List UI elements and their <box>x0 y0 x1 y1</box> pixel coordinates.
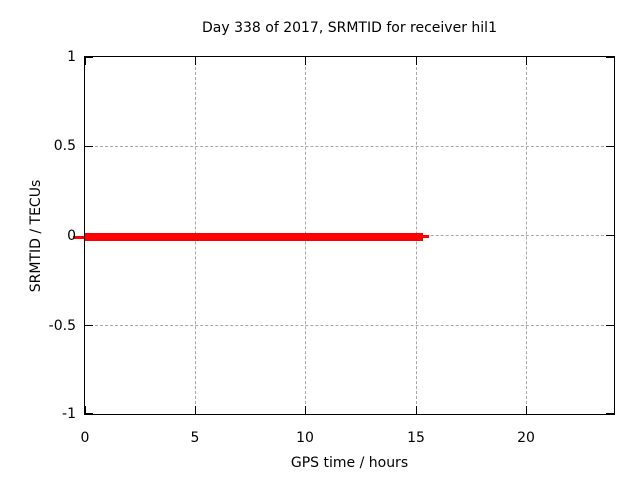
gridline-y-m0p5 <box>85 325 614 326</box>
x-tick-label: 20 <box>517 430 535 446</box>
tick-right-1 <box>606 57 614 58</box>
series-line-srmtid <box>85 233 423 241</box>
series-line-srmtid-tip <box>423 235 429 238</box>
tick-bottom-15 <box>416 406 417 414</box>
tick-top-0 <box>85 57 86 65</box>
tick-bottom-10 <box>305 406 306 414</box>
y-tick-label: -0.5 <box>48 318 76 334</box>
tick-top-5 <box>195 57 196 65</box>
tick-left-m0p5 <box>85 325 93 326</box>
y-tick-label: 0 <box>67 228 76 244</box>
tick-bottom-20 <box>526 406 527 414</box>
chart-title: Day 338 of 2017, SRMTID for receiver hil… <box>202 20 497 36</box>
series-line-srmtid-left-dash <box>73 236 84 239</box>
plot-area <box>84 56 615 415</box>
gridline-x-20 <box>526 57 527 414</box>
gridline-y-0p5 <box>85 146 614 147</box>
tick-bottom-5 <box>195 406 196 414</box>
tick-bottom-0 <box>85 406 86 414</box>
tick-top-10 <box>305 57 306 65</box>
x-tick-label: 0 <box>80 430 90 446</box>
y-tick-label: -1 <box>62 406 76 422</box>
tick-right-0 <box>606 235 614 236</box>
tick-right-m0p5 <box>606 325 614 326</box>
y-axis-label: SRMTID / TECUs <box>28 179 44 293</box>
x-tick-label: 5 <box>190 430 200 446</box>
y-tick-label: 1 <box>67 49 76 65</box>
tick-left-0p5 <box>85 146 93 147</box>
tick-left-m1 <box>85 413 93 414</box>
tick-top-20 <box>526 57 527 65</box>
tick-right-0p5 <box>606 146 614 147</box>
tick-left-1 <box>85 57 93 58</box>
tick-top-15 <box>416 57 417 65</box>
x-tick-label: 10 <box>296 430 314 446</box>
y-tick-label: 0.5 <box>53 138 76 154</box>
tick-right-m1 <box>606 413 614 414</box>
x-tick-label: 15 <box>407 430 425 446</box>
x-axis-label: GPS time / hours <box>290 455 409 471</box>
